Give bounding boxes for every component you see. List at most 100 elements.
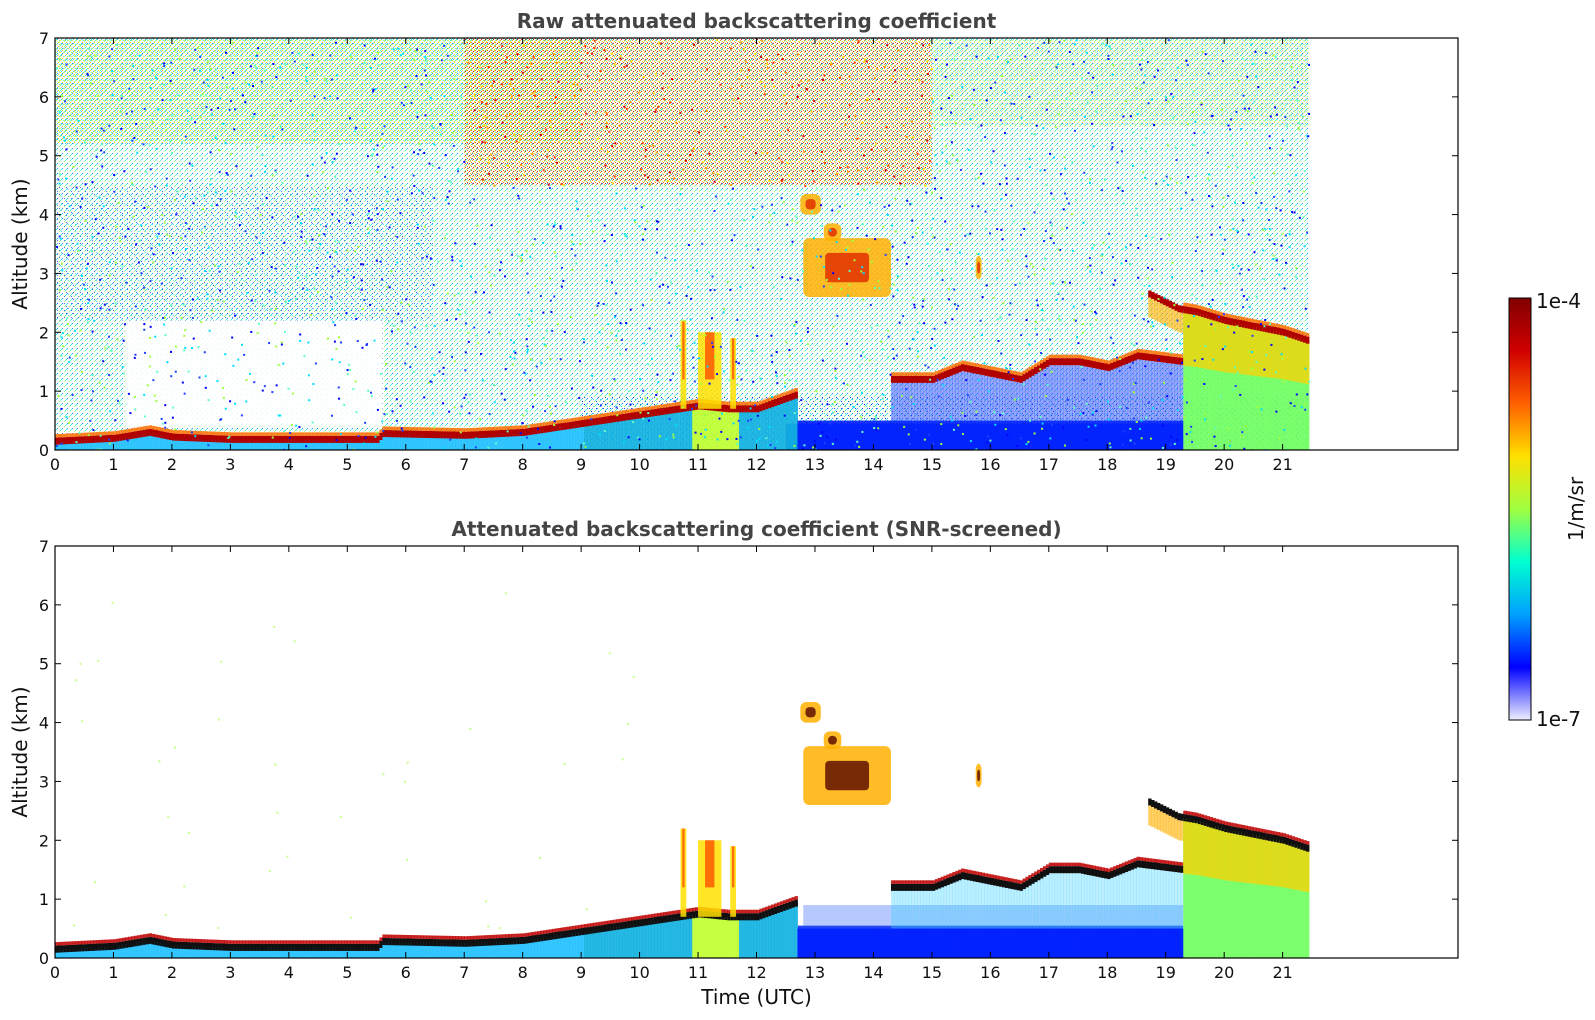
layer-band [508, 937, 512, 945]
aerosol-column [700, 406, 705, 450]
layer-band [1004, 372, 1009, 380]
layer-band-edge [554, 928, 559, 932]
noise-speck [1108, 45, 1111, 48]
noise-speck [639, 411, 642, 414]
layer-band-edge [1300, 331, 1304, 335]
noise-speck [1005, 182, 1008, 185]
layer-band [759, 404, 763, 412]
layer-band-edge [119, 938, 123, 942]
layer-band-edge [926, 372, 930, 376]
aerosol-column [382, 433, 386, 450]
layer-band-edge [1206, 308, 1211, 312]
layer-band [633, 920, 638, 928]
layer-band-edge [689, 400, 693, 404]
noise-speck [1247, 268, 1250, 271]
aerosol-column [695, 406, 699, 450]
noise-speck [108, 438, 111, 441]
aerosol-column [470, 942, 474, 958]
layer-band-edge [242, 432, 246, 436]
noise-speck [1122, 202, 1125, 205]
aerosol-column [119, 945, 123, 958]
layer-band-edge [955, 362, 959, 367]
noise-speck [274, 291, 277, 294]
layer-band [432, 431, 436, 439]
noise-speck [316, 119, 319, 122]
layer-band [84, 436, 88, 444]
x-tick-label: 1 [108, 455, 118, 474]
layer-band [1045, 359, 1050, 368]
aerosol-column [990, 420, 994, 450]
noise-speck [516, 53, 519, 56]
noise-speck [703, 413, 706, 416]
noise-speck [818, 422, 821, 425]
noise-speck [977, 205, 980, 208]
layer-band [1019, 375, 1023, 383]
layer-band-edge [408, 935, 413, 939]
layer-band-edge [1174, 353, 1178, 358]
noise-speck [331, 308, 334, 311]
layer-band [353, 943, 357, 951]
layer-band [639, 919, 644, 927]
noise-speck [381, 146, 384, 149]
noise-speck [677, 344, 680, 347]
noise-speck [885, 148, 888, 151]
layer-band [525, 428, 530, 436]
noise-speck [1259, 267, 1262, 270]
elevated-under [920, 382, 924, 421]
aerosol-column [806, 928, 810, 958]
noise-speck [379, 372, 382, 375]
noise-speck [293, 215, 296, 218]
layer-band [408, 430, 413, 438]
noise-speck [334, 176, 337, 179]
noise-speck [648, 327, 651, 330]
elevated-under [1083, 366, 1088, 421]
noise-speck [382, 443, 385, 446]
layer-band-edge [136, 427, 141, 431]
layer-band-edge [475, 427, 480, 432]
layer-band [584, 927, 588, 935]
noise-speck [1240, 268, 1243, 271]
noise-speck [261, 203, 264, 206]
noise-speck [284, 62, 287, 65]
noise-speck [468, 412, 471, 415]
raw-backscatter-heatmap [55, 38, 1311, 450]
noise-speck [553, 420, 556, 423]
noise-speck [892, 283, 895, 286]
noise-speck [640, 206, 643, 209]
noise-speck [1068, 51, 1071, 54]
noise-speck [443, 379, 446, 382]
noise-speck [1229, 128, 1232, 131]
aerosol-column [493, 941, 497, 958]
aerosol-column [148, 940, 152, 958]
aerosol-column [911, 928, 915, 958]
layer-band [227, 435, 231, 443]
aerosol-column [648, 413, 652, 450]
aerosol-column [914, 928, 918, 958]
aerosol-column [78, 947, 82, 958]
layer-band [931, 375, 936, 383]
elevated-under [949, 375, 953, 421]
noise-speck [670, 77, 673, 80]
noise-speck [166, 117, 169, 120]
layer-band [92, 943, 97, 951]
noise-speck [80, 307, 83, 310]
noise-speck [745, 369, 748, 372]
noise-speck [177, 94, 180, 97]
aerosol-column [928, 420, 933, 450]
noise-speck [1248, 350, 1251, 353]
noise-speck [458, 303, 461, 306]
layer-band-edge [320, 432, 325, 436]
noise-speck [313, 95, 316, 98]
cloud-virga [1297, 337, 1301, 383]
noise-speck [295, 265, 298, 268]
noise-speck [400, 301, 403, 304]
noise-speck [1204, 412, 1207, 415]
layer-band-edge [204, 431, 208, 435]
upper-cloud-band [1154, 293, 1158, 301]
noise-speck [328, 95, 331, 98]
layer-band [1192, 307, 1196, 315]
noise-speck [92, 319, 95, 322]
noise-speck [746, 75, 749, 78]
noise-speck [839, 166, 842, 169]
